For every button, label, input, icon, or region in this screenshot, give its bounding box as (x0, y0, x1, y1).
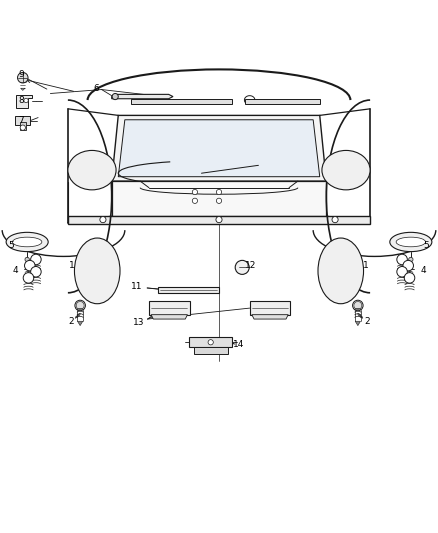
Polygon shape (112, 94, 173, 99)
Circle shape (332, 216, 338, 223)
Text: 7: 7 (18, 116, 24, 125)
Circle shape (192, 189, 198, 195)
Ellipse shape (68, 150, 116, 190)
Polygon shape (112, 115, 326, 181)
Circle shape (112, 93, 118, 100)
Text: 5: 5 (8, 241, 14, 250)
Polygon shape (68, 216, 370, 223)
Text: 14: 14 (233, 340, 244, 349)
Circle shape (409, 257, 413, 262)
Text: 8: 8 (18, 96, 24, 106)
Text: 13: 13 (133, 318, 144, 327)
Circle shape (216, 189, 222, 195)
Circle shape (353, 300, 363, 311)
Circle shape (208, 340, 213, 345)
Bar (250, 301, 290, 314)
Circle shape (18, 72, 28, 83)
Bar (158, 287, 219, 293)
Polygon shape (21, 88, 25, 91)
Polygon shape (78, 321, 83, 326)
Text: 2: 2 (364, 317, 370, 326)
Circle shape (216, 216, 222, 223)
Text: 12: 12 (245, 261, 256, 270)
Circle shape (216, 198, 222, 204)
Text: 6: 6 (93, 84, 99, 93)
Circle shape (397, 266, 407, 277)
Polygon shape (112, 181, 326, 216)
Text: 2: 2 (68, 317, 74, 326)
Ellipse shape (322, 150, 370, 190)
Circle shape (20, 125, 25, 130)
Ellipse shape (318, 238, 364, 304)
Bar (245, 99, 320, 103)
Bar (20, 122, 26, 130)
Bar (131, 99, 232, 103)
Text: 4: 4 (12, 266, 18, 275)
Text: 9: 9 (18, 70, 24, 79)
Ellipse shape (6, 232, 48, 252)
Circle shape (23, 273, 34, 283)
Ellipse shape (12, 237, 42, 247)
Circle shape (397, 254, 407, 265)
Circle shape (25, 257, 29, 262)
Circle shape (235, 260, 249, 274)
Circle shape (100, 216, 106, 223)
Polygon shape (151, 314, 187, 319)
Bar (189, 337, 232, 347)
Circle shape (404, 273, 415, 283)
Text: 4: 4 (420, 266, 426, 275)
Text: 1: 1 (69, 261, 75, 270)
Ellipse shape (396, 237, 426, 247)
Circle shape (403, 260, 413, 271)
Circle shape (75, 300, 85, 311)
Polygon shape (252, 314, 288, 319)
Circle shape (31, 254, 41, 265)
Text: 1: 1 (363, 261, 369, 270)
Polygon shape (118, 120, 320, 177)
Polygon shape (355, 321, 360, 326)
Bar (15, 116, 31, 125)
Bar (194, 347, 228, 354)
Ellipse shape (390, 232, 432, 252)
Text: 5: 5 (424, 241, 430, 250)
Text: 11: 11 (131, 282, 142, 290)
Circle shape (31, 266, 41, 277)
Circle shape (24, 98, 28, 103)
Circle shape (25, 260, 35, 271)
Polygon shape (16, 95, 32, 108)
Bar (149, 301, 190, 314)
Circle shape (192, 198, 198, 204)
Ellipse shape (74, 238, 120, 304)
